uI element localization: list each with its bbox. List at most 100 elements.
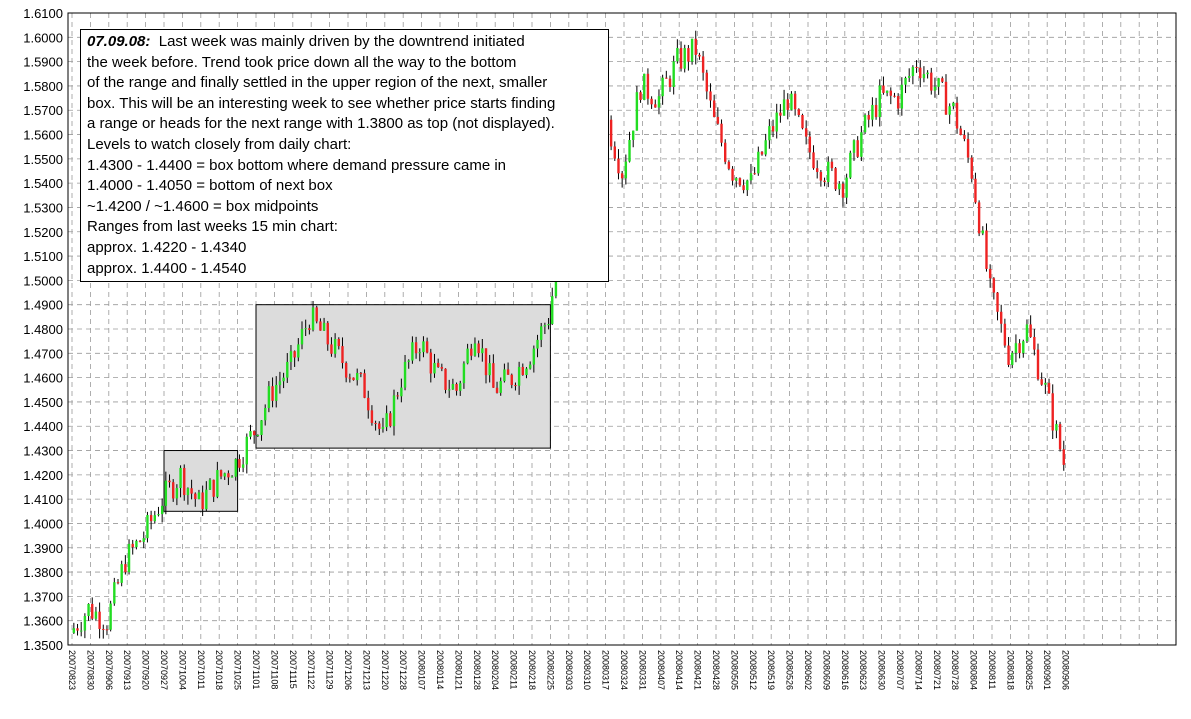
candle-down	[808, 136, 812, 153]
candle-down	[882, 85, 885, 93]
candle-up	[849, 152, 852, 178]
candle-down	[219, 470, 223, 477]
candle-down	[797, 109, 800, 116]
candle-up	[904, 77, 907, 85]
y-tick-label: 1.4800	[23, 322, 63, 337]
candle-down	[889, 90, 892, 96]
candle-up	[749, 173, 753, 181]
candle-down	[617, 158, 620, 174]
candle-down	[1018, 343, 1021, 354]
candle-down	[955, 102, 959, 129]
candle-up	[547, 323, 550, 326]
candle-up	[175, 488, 179, 499]
candle-down	[227, 473, 230, 478]
candle-down	[620, 173, 624, 179]
candle-up	[451, 384, 455, 390]
x-tick-label: 20071213	[361, 650, 371, 690]
candle-up	[267, 386, 271, 409]
candle-down	[521, 366, 524, 376]
candle-up	[845, 177, 848, 198]
candle-down	[779, 112, 782, 116]
candle-down	[1007, 345, 1010, 365]
candle-down	[510, 374, 513, 386]
candle-up	[624, 161, 628, 179]
y-tick-label: 1.5800	[23, 79, 63, 94]
candle-up	[908, 76, 911, 78]
candle-down	[190, 488, 193, 494]
candle-down	[124, 564, 127, 573]
candle-up	[551, 296, 554, 324]
x-tick-label: 20080609	[821, 650, 831, 690]
candle-down	[896, 96, 900, 109]
candle-down	[374, 422, 377, 424]
x-tick-label: 20080526	[785, 650, 795, 690]
x-tick-label: 20070927	[159, 650, 169, 690]
x-tick-label: 20080310	[582, 650, 592, 690]
candle-up	[208, 479, 212, 490]
candle-down	[963, 134, 966, 139]
candle-up	[911, 66, 915, 77]
candle-up	[852, 140, 856, 153]
x-tick-label: 20080324	[619, 650, 629, 690]
candle-down	[1062, 449, 1065, 465]
candle-up	[245, 436, 248, 465]
candle-down	[716, 116, 720, 124]
candle-down	[639, 92, 642, 100]
candle-down	[337, 338, 340, 347]
x-tick-label: 20071206	[343, 650, 353, 690]
candle-up	[871, 104, 874, 120]
candle-down	[930, 72, 933, 91]
candle-up	[282, 377, 285, 382]
candle-down	[613, 146, 616, 159]
candle-down	[915, 66, 918, 68]
candle-down	[348, 377, 352, 379]
candle-up	[241, 464, 245, 468]
candle-down	[738, 178, 742, 186]
x-tick-label: 20080602	[803, 650, 813, 690]
candle-down	[201, 492, 204, 510]
candle-down	[727, 161, 731, 169]
x-tick-label: 20071228	[398, 650, 408, 690]
candle-down	[238, 459, 241, 468]
candle-up	[407, 360, 410, 362]
range-box	[255, 304, 551, 449]
candle-up	[160, 505, 164, 515]
candle-up	[127, 543, 131, 573]
y-tick-label: 1.6000	[23, 30, 63, 45]
candle-down	[367, 397, 370, 411]
x-tick-label: 20080218	[527, 650, 537, 690]
candle-down	[985, 230, 988, 269]
x-tick-label: 20080825	[1024, 650, 1034, 690]
x-tick-label: 20071108	[269, 650, 279, 689]
candle-up	[554, 273, 558, 297]
candle-up	[459, 383, 462, 391]
candle-down	[105, 629, 109, 631]
candle-up	[256, 434, 260, 436]
candle-up	[275, 384, 278, 401]
candle-up	[286, 361, 289, 378]
candle-up	[790, 93, 793, 110]
candle-down	[492, 363, 495, 388]
x-tick-label: 20070906	[104, 650, 114, 690]
candle-down	[149, 515, 153, 522]
candle-down	[654, 104, 657, 108]
candle-down	[819, 171, 823, 181]
candle-up	[525, 368, 528, 376]
candle-up	[322, 322, 326, 331]
candle-down	[874, 104, 878, 118]
candle-down	[138, 540, 142, 542]
y-tick-label: 1.5100	[23, 249, 63, 264]
candle-up	[462, 363, 466, 384]
candle-down	[1047, 382, 1051, 394]
x-tick-label: 20080616	[840, 650, 850, 690]
candle-up	[403, 361, 407, 388]
annotation-text: ~1.4200 / ~1.4600 = box midpoints	[87, 197, 319, 215]
candle-down	[919, 67, 922, 79]
candle-down	[440, 367, 444, 369]
candle-up	[657, 96, 661, 108]
candle-down	[974, 178, 977, 203]
y-tick-label: 1.5700	[23, 103, 63, 118]
candle-down	[1003, 323, 1007, 346]
candle-up	[418, 352, 421, 354]
candle-up	[926, 72, 929, 75]
